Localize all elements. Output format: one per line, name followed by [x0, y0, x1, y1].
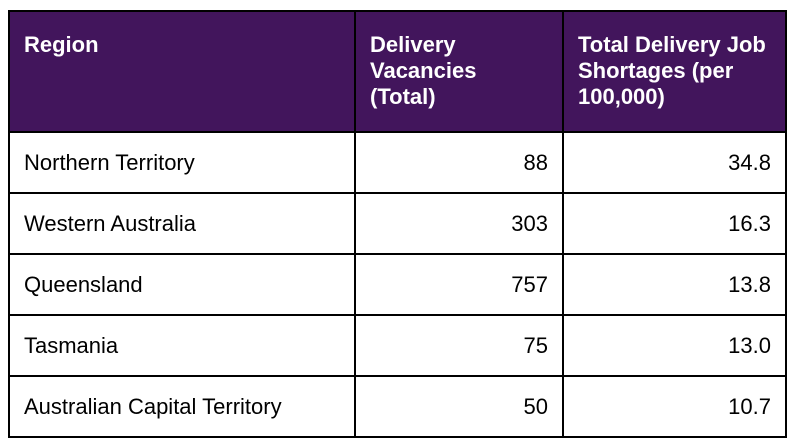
table-row: Australian Capital Territory 50 10.7	[8, 375, 787, 438]
table-row: Queensland 757 13.8	[8, 253, 787, 316]
table-row: Tasmania 75 13.0	[8, 314, 787, 377]
shortages-cell: 16.3	[562, 192, 787, 255]
header-shortages: Total Delivery Job Shortages (per 100,00…	[562, 10, 787, 133]
header-vacancies: Delivery Vacancies (Total)	[354, 10, 564, 133]
vacancies-cell: 88	[354, 131, 564, 194]
vacancies-cell: 50	[354, 375, 564, 438]
shortages-cell: 13.8	[562, 253, 787, 316]
header-row: Region Delivery Vacancies (Total) Total …	[8, 10, 787, 133]
vacancies-cell: 303	[354, 192, 564, 255]
region-cell: Western Australia	[8, 192, 356, 255]
delivery-shortage-table: Region Delivery Vacancies (Total) Total …	[8, 10, 787, 438]
region-cell: Northern Territory	[8, 131, 356, 194]
vacancies-cell: 75	[354, 314, 564, 377]
vacancies-cell: 757	[354, 253, 564, 316]
shortages-cell: 13.0	[562, 314, 787, 377]
region-cell: Australian Capital Territory	[8, 375, 356, 438]
region-cell: Queensland	[8, 253, 356, 316]
table-row: Western Australia 303 16.3	[8, 192, 787, 255]
table-row: Northern Territory 88 34.8	[8, 131, 787, 194]
shortages-cell: 10.7	[562, 375, 787, 438]
shortages-cell: 34.8	[562, 131, 787, 194]
region-cell: Tasmania	[8, 314, 356, 377]
header-region: Region	[8, 10, 356, 133]
